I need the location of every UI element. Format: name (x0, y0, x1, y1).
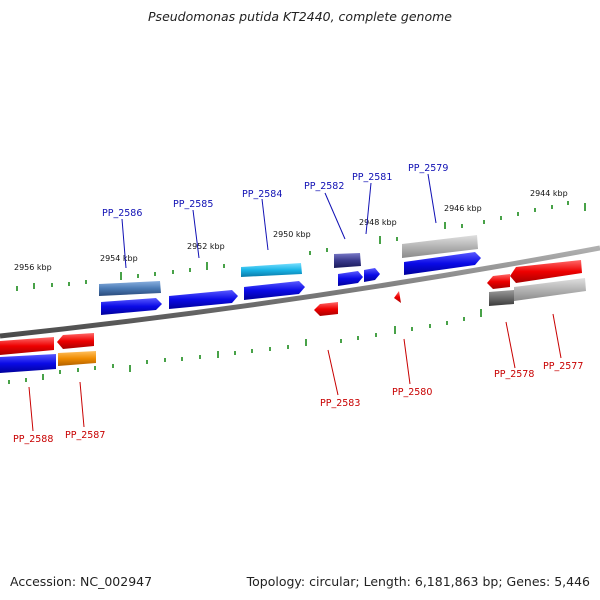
cds-arrow-forward[interactable] (169, 290, 238, 309)
gene-label-reverse[interactable]: PP_2577 (543, 361, 583, 372)
cds-arrow-forward[interactable] (101, 298, 162, 315)
cds-arrow-reverse[interactable] (510, 260, 582, 283)
kbp-label: 2952 kbp (187, 242, 225, 251)
gene-feature[interactable] (489, 290, 514, 306)
genome-summary-text: Topology: circular; Length: 6,181,863 bp… (246, 574, 590, 589)
kbp-label: 2950 kbp (273, 230, 311, 239)
cds-arrow-forward[interactable] (338, 271, 363, 286)
cds-arrow-forward[interactable] (364, 268, 380, 282)
accession-text: Accession: NC_002947 (10, 574, 153, 589)
cds-arrow-reverse[interactable] (487, 274, 510, 289)
kbp-label: 2944 kbp (530, 189, 568, 198)
reverse-strand-ticks (8, 309, 482, 384)
kbp-label: 2956 kbp (14, 263, 52, 272)
map-title: Pseudomonas putida KT2440, complete geno… (148, 9, 452, 24)
gene-label-forward[interactable]: PP_2581 (352, 172, 392, 183)
gene-label-forward[interactable]: PP_2586 (102, 208, 142, 219)
gene-feature[interactable] (334, 253, 361, 268)
gene-feature[interactable] (99, 281, 161, 296)
gene-label-forward[interactable]: PP_2582 (304, 181, 344, 192)
forward-leaders (121, 173, 437, 269)
gene-feature[interactable] (241, 263, 302, 277)
gene-feature[interactable] (0, 354, 56, 373)
kbp-label: 2946 kbp (444, 204, 482, 213)
kbp-label: 2954 kbp (100, 254, 138, 263)
gene-label-forward[interactable]: PP_2579 (408, 163, 448, 174)
cds-arrow-reverse[interactable] (57, 333, 94, 349)
reverse-leaders (28, 313, 562, 432)
gene-label-reverse[interactable]: PP_2583 (320, 398, 360, 409)
forward-strand-ticks (16, 201, 586, 291)
cds-arrow-reverse[interactable] (314, 302, 338, 316)
genome-backbone (0, 245, 600, 339)
cds-arrow-forward[interactable] (244, 281, 305, 300)
cds-arrow-reverse[interactable] (0, 337, 54, 355)
gene-label-reverse[interactable]: PP_2587 (65, 430, 105, 441)
kbp-label: 2948 kbp (359, 218, 397, 227)
cds-arrow-reverse[interactable] (394, 291, 401, 303)
gene-label-reverse[interactable]: PP_2578 (494, 369, 534, 380)
gene-feature[interactable] (58, 351, 96, 366)
cds-arrow-forward[interactable] (404, 252, 481, 275)
gene-feature[interactable] (514, 278, 586, 301)
gene-feature[interactable] (402, 235, 478, 258)
gene-label-reverse[interactable]: PP_2588 (13, 434, 53, 445)
gene-label-reverse[interactable]: PP_2580 (392, 387, 432, 398)
gene-label-forward[interactable]: PP_2585 (173, 199, 213, 210)
gene-label-forward[interactable]: PP_2584 (242, 189, 282, 200)
